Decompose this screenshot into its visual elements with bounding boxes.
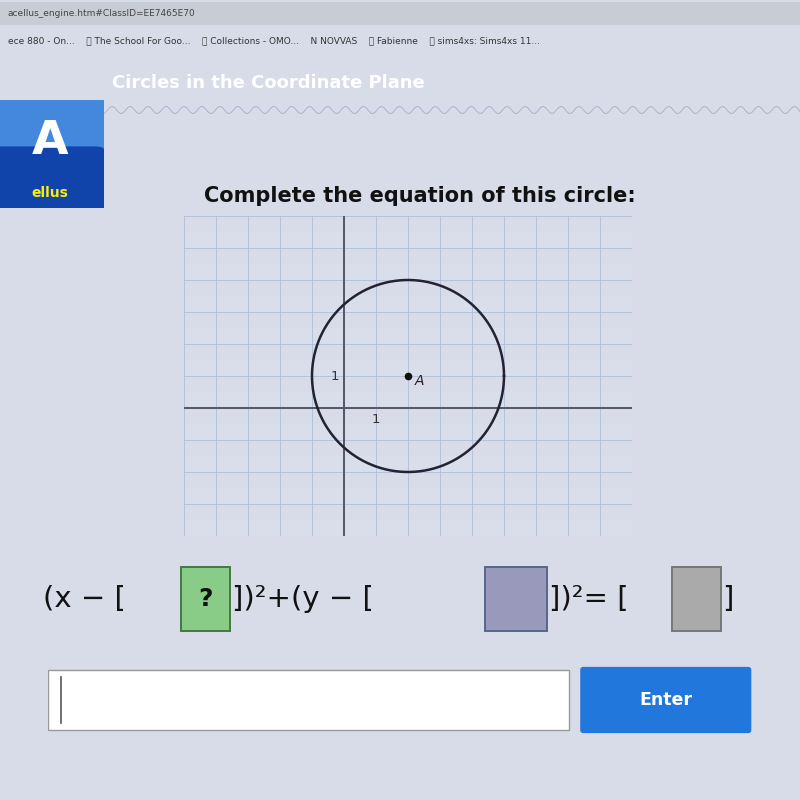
Text: Enter: Enter — [639, 691, 692, 709]
Bar — [184, 520, 632, 536]
FancyBboxPatch shape — [580, 667, 751, 733]
FancyBboxPatch shape — [0, 146, 106, 212]
Bar — [184, 424, 632, 440]
Bar — [184, 296, 632, 312]
Bar — [184, 456, 632, 472]
FancyBboxPatch shape — [0, 96, 106, 212]
FancyBboxPatch shape — [672, 567, 721, 631]
Text: Complete the equation of this circle:: Complete the equation of this circle: — [204, 186, 636, 206]
Text: 1: 1 — [330, 370, 338, 382]
Text: 1: 1 — [372, 413, 380, 426]
Text: ?: ? — [198, 587, 213, 611]
Bar — [184, 392, 632, 408]
Text: A: A — [415, 374, 425, 388]
FancyBboxPatch shape — [0, 2, 800, 25]
Text: ellus: ellus — [31, 186, 69, 200]
Text: ]: ] — [722, 585, 733, 613]
Text: Circles in the Coordinate Plane: Circles in the Coordinate Plane — [112, 74, 425, 92]
Text: (x − [: (x − [ — [43, 585, 126, 613]
Bar — [184, 360, 632, 376]
Text: acellus_engine.htm#ClassID=EE7465E70: acellus_engine.htm#ClassID=EE7465E70 — [8, 9, 196, 18]
FancyBboxPatch shape — [486, 567, 547, 631]
FancyBboxPatch shape — [182, 567, 230, 631]
FancyBboxPatch shape — [48, 670, 569, 730]
Text: A: A — [32, 118, 68, 163]
Text: ece 880 - On...    ⭐ The School For Goo...    📰 Collections - OMO...    N NOVVAS: ece 880 - On... ⭐ The School For Goo... … — [8, 36, 540, 45]
Bar — [184, 232, 632, 248]
Bar — [184, 264, 632, 280]
Bar — [184, 488, 632, 504]
Text: ])²+(y − [: ])²+(y − [ — [232, 585, 374, 613]
Bar — [184, 328, 632, 344]
Text: ])²= [: ])²= [ — [549, 585, 628, 613]
